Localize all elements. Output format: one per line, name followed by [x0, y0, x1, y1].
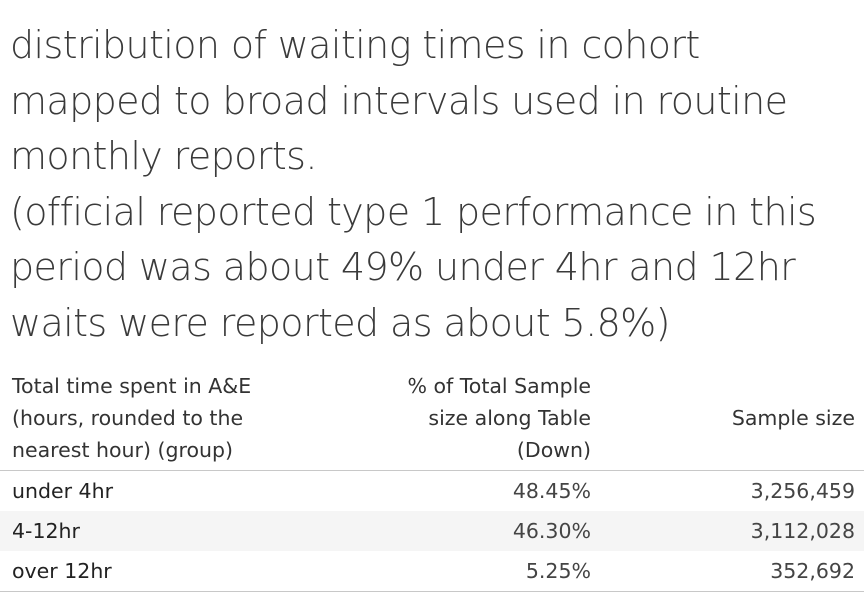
- cell-sample-size: 3,256,459: [750, 479, 855, 503]
- cell-sample-size: 3,112,028: [750, 519, 855, 543]
- header-line: (hours, rounded to the: [12, 406, 244, 430]
- cell-sample-size: 352,692: [770, 559, 855, 583]
- title-line: monthly reports.: [10, 134, 317, 178]
- cell-percent: 5.25%: [525, 559, 591, 583]
- header-line: Total time spent in A&E: [12, 374, 252, 398]
- waiting-times-table: Total time spent in A&E (hours, rounded …: [0, 366, 864, 592]
- title-line: waits were reported as about 5.8%): [10, 300, 670, 345]
- cell-percent: 48.45%: [512, 479, 591, 503]
- report-title: distribution of waiting times in cohort …: [10, 18, 860, 351]
- table-row[interactable]: under 4hr 48.45% 3,256,459: [0, 471, 864, 511]
- table-header: Total time spent in A&E (hours, rounded …: [0, 366, 864, 471]
- title-line: distribution of waiting times in cohort: [10, 23, 700, 67]
- header-line: % of Total Sample: [407, 374, 591, 398]
- title-line: period was about 49% under 4hr and 12hr: [10, 245, 796, 289]
- column-header-percent-of-total[interactable]: % of Total Sample size along Table (Down…: [407, 370, 591, 466]
- header-line: (Down): [516, 438, 591, 462]
- cell-time-group: under 4hr: [12, 479, 114, 503]
- title-line: mapped to broad intervals used in routin…: [10, 78, 788, 123]
- cell-time-group: 4-12hr: [12, 519, 80, 543]
- title-line: (official reported type 1 performance in…: [10, 189, 817, 234]
- header-line: nearest hour) (group): [12, 438, 233, 462]
- table-row[interactable]: 4-12hr 46.30% 3,112,028: [0, 511, 864, 551]
- column-header-sample-size[interactable]: Sample size: [731, 406, 855, 430]
- table-row[interactable]: over 12hr 5.25% 352,692: [0, 551, 864, 592]
- cell-time-group: over 12hr: [12, 559, 112, 583]
- header-line: size along Table: [428, 406, 591, 430]
- column-header-time-group[interactable]: Total time spent in A&E (hours, rounded …: [12, 370, 251, 466]
- cell-percent: 46.30%: [512, 519, 591, 543]
